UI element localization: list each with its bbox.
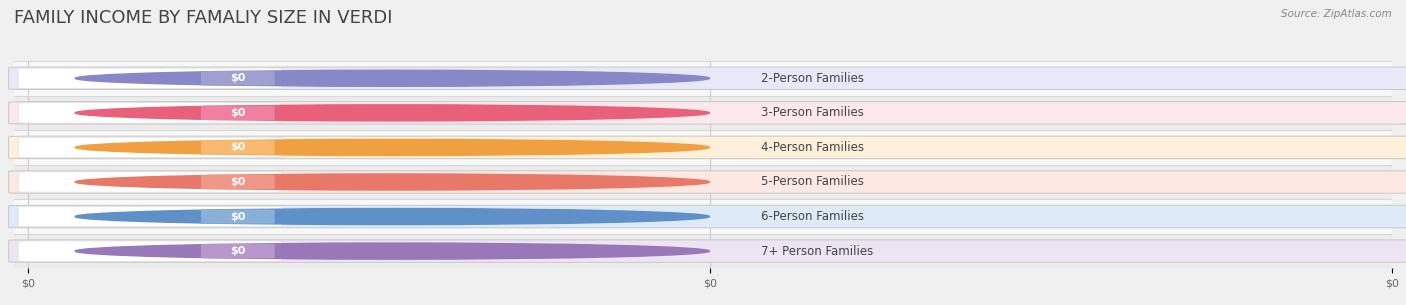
FancyBboxPatch shape — [8, 102, 1406, 124]
FancyBboxPatch shape — [8, 171, 1406, 193]
Text: 4-Person Families: 4-Person Families — [761, 141, 865, 154]
Circle shape — [75, 139, 710, 156]
Circle shape — [75, 174, 710, 190]
FancyBboxPatch shape — [18, 68, 283, 88]
FancyBboxPatch shape — [18, 206, 283, 227]
Text: $0: $0 — [231, 177, 246, 187]
FancyBboxPatch shape — [18, 103, 283, 123]
FancyBboxPatch shape — [201, 209, 274, 224]
Bar — [14, 61, 1392, 95]
FancyBboxPatch shape — [201, 175, 274, 189]
Text: 6-Person Families: 6-Person Families — [761, 210, 865, 223]
FancyBboxPatch shape — [18, 241, 283, 261]
FancyBboxPatch shape — [8, 67, 1406, 90]
FancyBboxPatch shape — [18, 172, 283, 192]
Circle shape — [75, 209, 710, 224]
Bar — [14, 130, 1392, 165]
FancyBboxPatch shape — [201, 106, 274, 120]
Text: 2-Person Families: 2-Person Families — [761, 72, 865, 85]
Text: 3-Person Families: 3-Person Families — [761, 106, 865, 119]
Circle shape — [75, 243, 710, 259]
Text: $0: $0 — [231, 212, 246, 221]
Circle shape — [75, 105, 710, 121]
FancyBboxPatch shape — [8, 136, 1406, 159]
Text: FAMILY INCOME BY FAMALIY SIZE IN VERDI: FAMILY INCOME BY FAMALIY SIZE IN VERDI — [14, 9, 392, 27]
FancyBboxPatch shape — [201, 140, 274, 155]
Text: $0: $0 — [231, 142, 246, 152]
Text: $0: $0 — [231, 246, 246, 256]
Bar — [14, 165, 1392, 199]
Text: 7+ Person Families: 7+ Person Families — [761, 245, 873, 258]
Bar — [14, 199, 1392, 234]
Circle shape — [75, 70, 710, 86]
Text: 5-Person Families: 5-Person Families — [761, 175, 865, 188]
FancyBboxPatch shape — [8, 205, 1406, 228]
Bar — [14, 234, 1392, 268]
FancyBboxPatch shape — [8, 240, 1406, 262]
FancyBboxPatch shape — [18, 137, 283, 158]
FancyBboxPatch shape — [201, 71, 274, 85]
FancyBboxPatch shape — [201, 244, 274, 258]
Text: $0: $0 — [231, 108, 246, 118]
Text: Source: ZipAtlas.com: Source: ZipAtlas.com — [1281, 9, 1392, 19]
Text: $0: $0 — [231, 73, 246, 83]
Bar — [14, 95, 1392, 130]
